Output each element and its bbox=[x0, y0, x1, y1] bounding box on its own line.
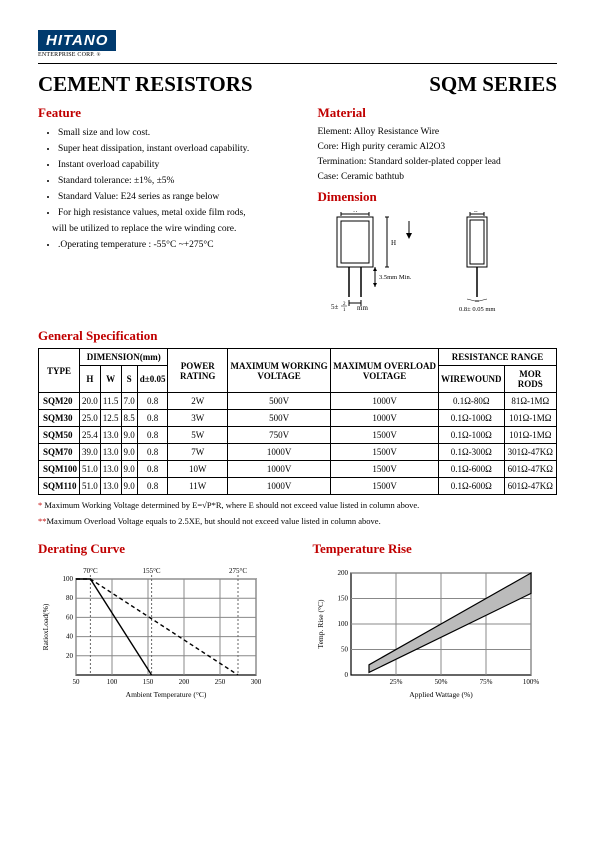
th-power: POWER RATING bbox=[168, 349, 228, 393]
th-rr: RESISTANCE RANGE bbox=[439, 349, 557, 366]
material-line: Core: High purity ceramic Al2O3 bbox=[317, 140, 557, 155]
divider bbox=[38, 63, 557, 64]
material-line: Case: Ceramic bathtub bbox=[317, 170, 557, 185]
svg-text:mm: mm bbox=[357, 304, 368, 312]
th-H: H bbox=[80, 366, 101, 393]
svg-text:250: 250 bbox=[215, 678, 226, 686]
table-row: SQM10051.013.09.00.810W1000V1500V0.1Ω-60… bbox=[39, 461, 557, 478]
dim-figure-1: W H 3.5mm Min. bbox=[317, 211, 437, 316]
svg-text:150: 150 bbox=[143, 678, 154, 686]
svg-text:Ambient Temperature (°C): Ambient Temperature (°C) bbox=[126, 690, 207, 699]
feature-item: .Operating temperature : -55°C ~+275°C bbox=[58, 237, 297, 253]
material-line: Termination: Standard solder-plated copp… bbox=[317, 155, 557, 170]
svg-text:Applied Wattage (%): Applied Wattage (%) bbox=[409, 690, 473, 699]
svg-text:70°C: 70°C bbox=[83, 567, 98, 575]
th-maxover: MAXIMUM OVERLOAD VOLTAGE bbox=[331, 349, 439, 393]
feature-item: Super heat dissipation, instant overload… bbox=[58, 141, 297, 157]
spec-table: TYPE DIMENSION(mm) POWER RATING MAXIMUM … bbox=[38, 348, 557, 495]
svg-text:200: 200 bbox=[337, 569, 348, 577]
th-ww: WIREWOUND bbox=[439, 366, 505, 393]
dim-svg-1: W H 3.5mm Min. bbox=[317, 211, 437, 316]
svg-text:300: 300 bbox=[251, 678, 262, 686]
svg-text:W: W bbox=[352, 211, 359, 214]
svg-text:S: S bbox=[474, 211, 478, 214]
svg-text:155°C: 155°C bbox=[143, 567, 161, 575]
svg-text:150: 150 bbox=[337, 595, 348, 603]
feature-heading: Feature bbox=[38, 105, 297, 121]
svg-text:25%: 25% bbox=[389, 678, 402, 686]
note-2: **Maximum Overload Voltage equals to 2.5… bbox=[38, 515, 557, 527]
th-mor: MOR RODS bbox=[504, 366, 556, 393]
svg-text:60: 60 bbox=[66, 613, 74, 621]
svg-text:100%: 100% bbox=[522, 678, 539, 686]
temprise-chart: 50 100 150 200 0 25% 50% 75% 100% Applied Wattage… bbox=[313, 561, 543, 701]
svg-text:50%: 50% bbox=[434, 678, 447, 686]
svg-text:50: 50 bbox=[341, 646, 349, 654]
derating-chart: 20 40 60 80 100 50 100 150 200 250 300 70°C 155°C 275… bbox=[38, 561, 268, 701]
th-maxwork: MAXIMUM WORKING VOLTAGE bbox=[227, 349, 330, 393]
logo-subtext: ENTERPRISE CORP. ® bbox=[38, 52, 557, 58]
svg-text:0: 0 bbox=[344, 671, 348, 679]
feature-item: Small size and low cost. bbox=[58, 125, 297, 141]
svg-text:5±: 5± bbox=[331, 303, 339, 311]
logo-text: HITANO bbox=[38, 30, 116, 51]
svg-text:Temp. Rise (°C): Temp. Rise (°C) bbox=[316, 599, 325, 648]
feature-item: Standard Value: E24 series as range belo… bbox=[58, 189, 297, 205]
th-d: d±0.05 bbox=[137, 366, 168, 393]
svg-text:100: 100 bbox=[337, 620, 348, 628]
feature-list: Small size and low cost. Super heat diss… bbox=[38, 125, 297, 253]
feature-item: will be utilized to replace the wire win… bbox=[52, 221, 297, 237]
table-row: SQM11051.013.09.00.811W1000V1500V0.1Ω-60… bbox=[39, 478, 557, 495]
table-row: SQM7039.013.09.00.87W1000V1500V0.1Ω-300Ω… bbox=[39, 444, 557, 461]
page-title-left: CEMENT RESISTORS bbox=[38, 72, 253, 97]
material-line: Element: Alloy Resistance Wire bbox=[317, 125, 557, 140]
th-W: W bbox=[100, 366, 121, 393]
svg-text:1: 1 bbox=[343, 308, 346, 313]
th-dim: DIMENSION(mm) bbox=[80, 349, 168, 366]
temprise-heading: Temperature Rise bbox=[313, 541, 558, 557]
svg-text:3.5mm Min.: 3.5mm Min. bbox=[379, 274, 412, 281]
feature-item: For high resistance values, metal oxide … bbox=[58, 205, 297, 221]
page-title-right: SQM SERIES bbox=[429, 72, 557, 97]
th-S: S bbox=[121, 366, 137, 393]
table-row: SQM2020.011.57.00.82W500V1000V0.1Ω-80Ω81… bbox=[39, 393, 557, 410]
svg-text:275°C: 275°C bbox=[229, 567, 247, 575]
table-row: SQM5025.413.09.00.85W750V1500V0.1Ω-100Ω1… bbox=[39, 427, 557, 444]
svg-text:75%: 75% bbox=[479, 678, 492, 686]
svg-text:100: 100 bbox=[107, 678, 118, 686]
svg-text:RatioxLoad(%): RatioxLoad(%) bbox=[41, 603, 50, 650]
title-row: CEMENT RESISTORS SQM SERIES bbox=[38, 72, 557, 97]
th-type: TYPE bbox=[39, 349, 80, 393]
derating-heading: Derating Curve bbox=[38, 541, 283, 557]
genspec-heading: General Specification bbox=[38, 328, 557, 344]
dimension-diagram: W H 3.5mm Min. bbox=[317, 211, 557, 316]
svg-text:0.8± 0.05 mm: 0.8± 0.05 mm bbox=[459, 306, 495, 313]
table-row: SQM3025.012.58.50.83W500V1000V0.1Ω-100Ω1… bbox=[39, 410, 557, 427]
svg-text:80: 80 bbox=[66, 594, 74, 602]
dim-figure-2: S 0.8± 0.05 mm bbox=[457, 211, 547, 316]
feature-item: Instant overload capability bbox=[58, 157, 297, 173]
note-1: * Maximum Working Voltage determined by … bbox=[38, 499, 557, 511]
dim-svg-2: S 0.8± 0.05 mm bbox=[457, 211, 547, 316]
svg-text:20: 20 bbox=[66, 652, 74, 660]
feature-item: Standard tolerance: ±1%, ±5% bbox=[58, 173, 297, 189]
svg-text:200: 200 bbox=[179, 678, 190, 686]
logo-block: HITANO ENTERPRISE CORP. ® bbox=[38, 30, 557, 58]
svg-text:50: 50 bbox=[73, 678, 81, 686]
svg-text:40: 40 bbox=[66, 633, 74, 641]
dimension-heading: Dimension bbox=[317, 189, 557, 205]
svg-text:H: H bbox=[391, 239, 396, 247]
material-heading: Material bbox=[317, 105, 557, 121]
svg-text:100: 100 bbox=[63, 575, 74, 583]
